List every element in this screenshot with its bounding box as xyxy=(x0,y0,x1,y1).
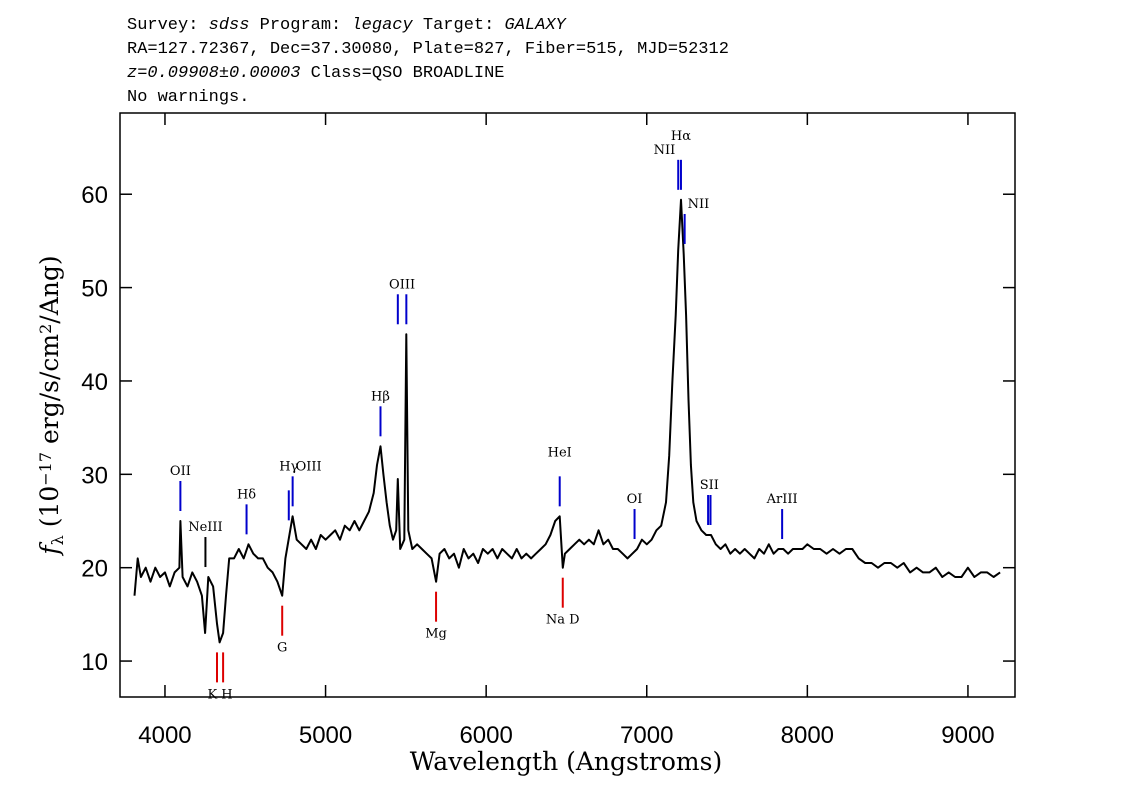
y-axis-title-part: (10 xyxy=(35,486,64,536)
x-tick-label: 8000 xyxy=(781,722,834,749)
x-tick-label: 4000 xyxy=(138,722,191,749)
line-label: OIII xyxy=(389,277,415,292)
header-text: legacy xyxy=(351,16,413,35)
header-line: Survey: sdss Program: legacy Target: GAL… xyxy=(127,16,568,35)
line-label: Na D xyxy=(546,613,580,628)
line-label: SII xyxy=(700,478,719,493)
y-tick-label: 20 xyxy=(81,556,108,583)
header-text: Class=QSO BROADLINE xyxy=(300,64,504,83)
line-label: G xyxy=(277,641,287,656)
line-label: HeI xyxy=(548,445,572,460)
x-tick-label: 7000 xyxy=(620,722,673,749)
x-tick-label: 6000 xyxy=(459,722,512,749)
header-text: GALAXY xyxy=(505,16,568,35)
line-label: Hβ xyxy=(371,389,390,404)
line-label: OIII xyxy=(296,459,322,474)
header-text: No warnings. xyxy=(127,88,249,107)
line-label: NII xyxy=(654,143,676,158)
line-label: Hα xyxy=(671,129,691,144)
y-tick-label: 50 xyxy=(81,276,108,303)
line-label: Hδ xyxy=(237,487,256,502)
header-text: Program: xyxy=(249,16,351,35)
y-axis-title-part: −17 xyxy=(36,452,55,486)
line-label: ArIII xyxy=(766,492,798,507)
line-label: NII xyxy=(688,197,710,212)
line-label: K H xyxy=(207,687,232,702)
x-tick-label: 5000 xyxy=(299,722,352,749)
header-text: Target: xyxy=(413,16,505,35)
line-label: OII xyxy=(170,464,191,479)
line-label: NeIII xyxy=(188,520,222,535)
y-axis-title: fλ (10−17 erg/s/cm2/Ang) xyxy=(35,255,67,556)
x-axis-title: Wavelength (Angstroms) xyxy=(410,747,722,776)
header-text: Survey: xyxy=(127,16,209,35)
y-tick-label: 10 xyxy=(81,649,108,676)
y-tick-label: 40 xyxy=(81,369,108,396)
header-text: z=0.09908±0.00003 xyxy=(127,64,300,83)
y-axis-title-part: /Ang) xyxy=(35,255,64,323)
header-line: z=0.09908±0.00003 Class=QSO BROADLINE xyxy=(127,64,504,83)
y-axis-title-part: f xyxy=(35,542,64,557)
header-text: RA=127.72367, Dec=37.30080, Plate=827, F… xyxy=(127,40,729,59)
line-label: OI xyxy=(627,492,643,507)
line-label: Mg xyxy=(425,627,447,642)
y-axis-title-part: erg/s/cm xyxy=(35,334,64,452)
y-axis-title-part: 2 xyxy=(36,324,55,334)
line-label: Hγ xyxy=(279,459,298,474)
y-tick-label: 60 xyxy=(81,182,108,209)
plot-frame xyxy=(119,112,1016,698)
header-line: No warnings. xyxy=(127,88,249,107)
header-line: RA=127.72367, Dec=37.30080, Plate=827, F… xyxy=(127,40,729,59)
y-axis-title-part: λ xyxy=(48,535,67,545)
x-tick-label: 9000 xyxy=(941,722,994,749)
y-tick-label: 30 xyxy=(81,462,108,489)
spectrum-line xyxy=(133,198,1001,644)
header-text: sdss xyxy=(209,16,250,35)
